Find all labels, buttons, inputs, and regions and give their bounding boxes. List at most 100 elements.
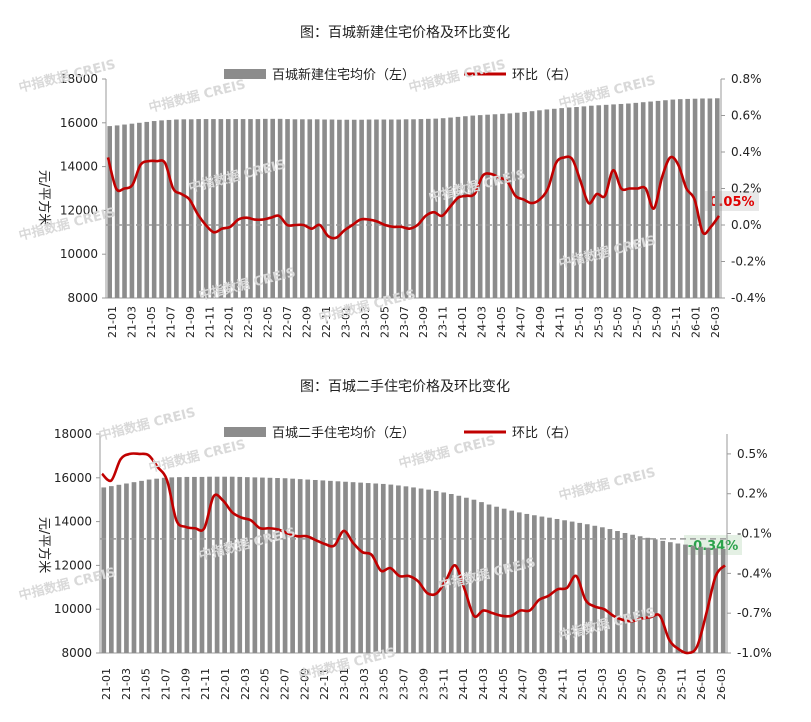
chart1-bar (618, 103, 624, 298)
chart2-bar (101, 487, 107, 653)
chart1-right-tick-label: -0.4% (731, 291, 766, 305)
chart2-bar (637, 536, 643, 653)
chart1-x-tick-label: 25-05 (612, 306, 625, 338)
chart1-bar (166, 119, 172, 298)
chart2-x-tick-label: 24-07 (517, 668, 530, 700)
chart1-bar (159, 120, 164, 299)
chart1-x-tick-label: 22-05 (262, 306, 275, 338)
chart1-bar (677, 99, 683, 298)
chart2-x-tick-label: 22-05 (259, 668, 272, 700)
chart1-bar (359, 119, 364, 298)
chart2-x-tick-label: 25-05 (616, 668, 629, 700)
chart2-x-tick-label: 22-09 (298, 668, 311, 700)
chart1-x-tick-label: 21-03 (125, 306, 138, 338)
chart1-bar (700, 98, 705, 298)
chart2-bar (539, 516, 545, 653)
chart2-bar (131, 482, 137, 653)
chart1-bar (225, 119, 231, 299)
chart2-bar (547, 517, 552, 653)
chart1-bar (211, 119, 216, 299)
chart2-bar (358, 482, 363, 653)
chart1-right-tick-label: 0.4% (731, 145, 762, 159)
chart1-right-tick-label: -0.2% (731, 255, 766, 269)
chart1-bar (388, 119, 394, 298)
chart2-bar (713, 548, 719, 653)
chart1-bar (663, 100, 668, 298)
chart1-bar (522, 112, 527, 298)
chart2-bar (328, 480, 333, 653)
chart1-bar (307, 119, 313, 299)
chart2-bar (607, 529, 613, 653)
chart1-legend-bar-swatch (224, 69, 266, 79)
chart2-bar (562, 520, 567, 653)
chart1-bar (433, 118, 439, 298)
chart2-x-tick-label: 22-07 (279, 668, 292, 700)
chart2-bar (577, 522, 583, 653)
chart1-x-tick-label: 26-01 (690, 306, 703, 338)
chart2-bar (418, 488, 424, 653)
chart2-x-tick-label: 21-07 (160, 668, 173, 700)
watermark-text: 中指数据 CREIS (147, 76, 247, 116)
chart1-x-tick-label: 23-03 (359, 306, 372, 338)
chart2-bar (600, 527, 605, 653)
chart2-bar (615, 531, 620, 653)
chart2-bar (176, 477, 182, 653)
chart2-bar (622, 532, 628, 653)
chart1-bar (418, 119, 424, 299)
chart2-x-tick-label: 25-03 (596, 668, 609, 700)
chart2-bar (116, 484, 122, 653)
chart1-bar (426, 118, 431, 298)
chart2-left-tick-label: 12000 (54, 558, 92, 572)
chart1-x-tick-label: 23-05 (378, 306, 391, 338)
chart2-bar (509, 510, 515, 653)
chart2-bar (426, 489, 431, 653)
chart1-right-tick-label: 0.6% (731, 109, 762, 123)
chart2-bar (675, 543, 681, 653)
chart1-legend-line-label: 环比（右） (512, 68, 577, 83)
chart2-bar (630, 534, 635, 653)
chart1-bar (640, 102, 646, 299)
chart1-bar (559, 108, 564, 298)
chart2-bar (343, 481, 348, 653)
chart2-bar (690, 545, 696, 653)
chart1-x-tick-label: 23-07 (398, 306, 411, 338)
chart2-left-tick-label: 16000 (54, 471, 92, 485)
chart2-bar (373, 483, 379, 653)
chart1-right-tick-label: 0.2% (731, 182, 762, 196)
chart1-bar (574, 107, 579, 298)
chart1-bar (248, 119, 253, 299)
chart2-bar (396, 485, 401, 653)
chart1-bar (107, 126, 113, 299)
chart1-bar (485, 114, 490, 299)
chart1-x-tick-label: 25-11 (670, 306, 683, 338)
chart2-bar (312, 479, 318, 653)
chart1-legend-bar-label: 百城新建住宅均价（左） (272, 67, 415, 83)
chart2-x-tick-label: 21-11 (199, 668, 212, 700)
chart1-bar (196, 119, 201, 299)
chart1-bar (551, 108, 557, 298)
chart2-bar (668, 542, 673, 653)
chart2-bar (297, 479, 303, 653)
chart1-x-tick-label: 24-09 (534, 306, 547, 338)
chart2-x-tick-label: 23-07 (398, 668, 411, 700)
chart2-x-tick-label: 25-11 (675, 668, 688, 700)
chart1-bar (492, 114, 498, 298)
watermark-text: 中指数据 CREIS (17, 56, 117, 96)
chart2-x-tick-label: 21-05 (140, 668, 153, 700)
chart1-bar (581, 106, 587, 298)
chart2-x-tick-label: 24-09 (536, 668, 549, 700)
chart1-plot: 18000 16000 14000 12000 10000 8000 0.8% 0.6% 0.4… (60, 72, 766, 338)
chart1-mom-line (106, 155, 721, 240)
chart2-left-tick-label: 10000 (54, 602, 92, 616)
chart1-bar (633, 102, 639, 298)
chart2-x-tick-label: 25-01 (576, 668, 589, 700)
chart1-bar (285, 119, 290, 299)
chart1-x-tick-label: 25-03 (592, 306, 605, 338)
chart2-x-tick-label: 26-03 (715, 668, 728, 700)
chart1-x-tick-label: 22-09 (301, 306, 314, 338)
chart2-bar (237, 476, 243, 653)
chart1-bar (322, 119, 327, 298)
chart2-right-tick-label: 0.2% (737, 487, 768, 501)
chart2-bar (207, 476, 212, 653)
